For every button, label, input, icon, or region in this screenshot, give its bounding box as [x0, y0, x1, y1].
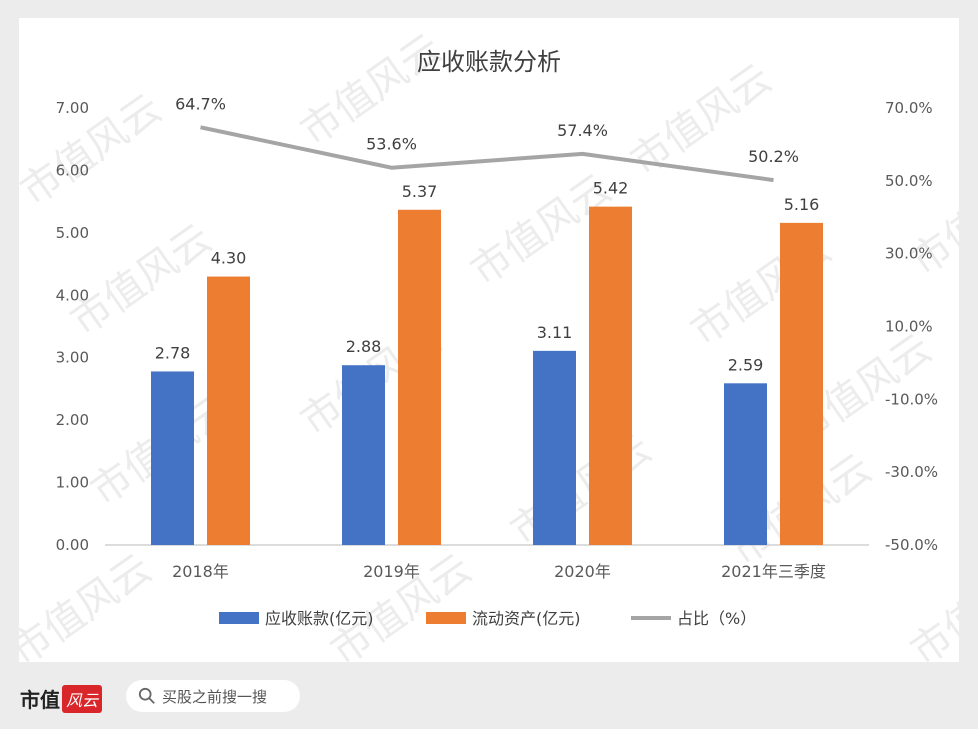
chart-title: 应收账款分析: [417, 48, 561, 76]
left-tick-label: 0.00: [56, 536, 89, 554]
right-tick-label: -10.0%: [885, 390, 938, 408]
right-tick-label: 30.0%: [885, 245, 933, 263]
bar-receivables: [151, 371, 194, 545]
bar-current-assets: [780, 222, 823, 545]
line-data-label: 64.7%: [175, 94, 226, 113]
category-label: 2020年: [554, 562, 611, 581]
brand-logo[interactable]: 市值 风云: [20, 684, 103, 713]
left-tick-label: 7.00: [56, 99, 89, 117]
brand-name: 市值: [20, 688, 60, 712]
bar-receivables: [724, 383, 767, 545]
bar-data-label: 2.88: [346, 337, 382, 356]
legend-swatch: [426, 612, 466, 624]
search-icon: [138, 687, 155, 704]
bar-current-assets: [589, 206, 632, 545]
left-tick-label: 5.00: [56, 224, 89, 242]
legend-swatch: [219, 612, 259, 624]
right-tick-label: -30.0%: [885, 463, 938, 481]
category-label: 2019年: [363, 562, 420, 581]
bar-receivables: [533, 350, 576, 545]
left-tick-label: 1.00: [56, 474, 89, 492]
line-data-label: 50.2%: [748, 147, 799, 166]
brand-mark: 风云: [62, 684, 103, 713]
left-tick-label: 3.00: [56, 349, 89, 367]
line-data-label: 53.6%: [366, 135, 417, 154]
right-tick-label: 10.0%: [885, 318, 933, 336]
bar-receivables: [342, 365, 385, 545]
bar-data-label: 5.16: [784, 195, 820, 214]
chart-card: 市值风云 市值风云 市值风云 市值风云 市值风云 市值风云 市值风云 市值风云 市值风云 市值风云…: [19, 18, 959, 662]
legend-label: 占比（%）: [677, 609, 756, 628]
bar-data-label: 4.30: [211, 249, 247, 268]
right-tick-label: -50.0%: [885, 536, 938, 554]
search-box[interactable]: 买股之前搜一搜: [126, 680, 300, 712]
search-placeholder: 买股之前搜一搜: [162, 687, 268, 706]
bar-data-label: 2.59: [728, 355, 764, 374]
left-tick-label: 2.00: [56, 411, 89, 429]
line-data-label: 57.4%: [557, 121, 608, 140]
legend-label: 应收账款(亿元): [265, 609, 374, 628]
right-tick-label: 50.0%: [885, 172, 933, 190]
bar-data-label: 5.37: [402, 182, 438, 201]
left-tick-label: 4.00: [56, 286, 89, 304]
line-ratio: [200, 125, 774, 183]
bar-data-label: 2.78: [155, 343, 191, 362]
left-tick-label: 6.00: [56, 161, 89, 179]
chart: 应收账款分析 0.00 1.00 2.00 3.00 4.00 5.00 6.00 7.00 -5…: [56, 48, 938, 628]
footer: 市值 风云 买股之前搜一搜: [0, 662, 978, 729]
bar-data-label: 5.42: [593, 179, 629, 198]
bar-current-assets: [398, 209, 441, 545]
legend-label: 流动资产(亿元): [472, 609, 581, 628]
category-label: 2018年: [172, 562, 229, 581]
category-label: 2021年三季度: [721, 562, 826, 581]
bar-current-assets: [207, 276, 250, 545]
bar-data-label: 3.11: [537, 323, 573, 342]
right-tick-label: 70.0%: [885, 99, 933, 117]
